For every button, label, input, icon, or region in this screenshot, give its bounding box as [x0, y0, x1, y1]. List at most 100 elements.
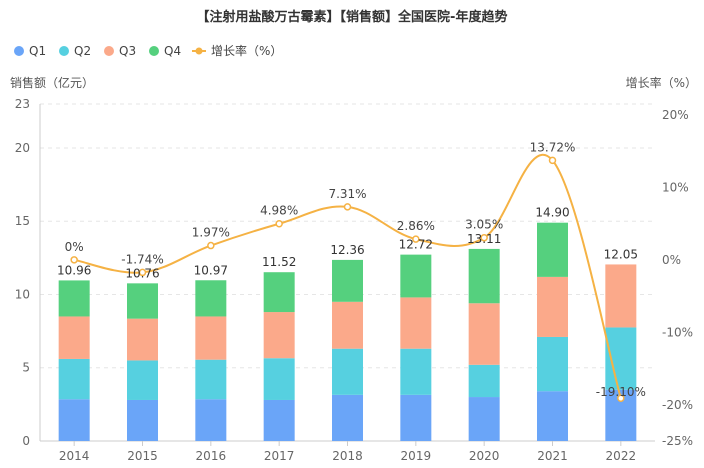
- bar-segment-q1: [263, 399, 295, 441]
- bar-layer: [58, 222, 637, 441]
- legend-item-q4[interactable]: Q4: [149, 44, 181, 58]
- bar-segment-q4: [468, 248, 500, 304]
- growth-rate-point: [617, 394, 625, 402]
- bar-segment-q1: [127, 399, 158, 441]
- chart-title: 【注射用盐酸万古霉素】【销售额】全国医院-年度趋势: [196, 10, 508, 25]
- growth-rate-label: 13.72%: [530, 140, 576, 154]
- bar-segment-q2: [537, 336, 568, 392]
- axis-layer: 0 5 10 15 20 23 20% 10% 0% -10% -20% -25% 销售额（亿元） 增长率…: [10, 75, 697, 463]
- x-tick-label: 2015: [127, 449, 158, 463]
- bar-segment-q3: [127, 318, 158, 361]
- growth-rate-point: [275, 219, 283, 228]
- legend-label: Q1: [29, 44, 46, 58]
- y-left-axis-title: 销售额（亿元）: [10, 75, 94, 90]
- bar-total-label: 14.90: [535, 206, 569, 220]
- legend-label: Q3: [119, 44, 136, 58]
- y-right-tick-label: 0%: [662, 253, 681, 267]
- bar-segment-q4: [195, 280, 227, 317]
- bar-segment-q4: [58, 280, 90, 317]
- y-right-axis-title: 增长率（%）: [626, 75, 697, 90]
- legend-label: Q4: [164, 44, 181, 58]
- y-left-tick-label: 0: [22, 434, 30, 448]
- bar-segment-q2: [195, 359, 227, 400]
- bar-segment-q1: [58, 399, 90, 441]
- bar-segment-q3: [468, 303, 500, 365]
- bar-total-label: 12.72: [399, 238, 433, 252]
- bar-segment-q3: [537, 276, 568, 337]
- label-layer: 10.96 10.76 10.97 11.52 12.36 12.72 13.11 14.90…: [57, 140, 646, 399]
- bar-total-label: 10.76: [125, 266, 159, 280]
- y-left-tick-label: 20: [15, 141, 30, 155]
- legend-label: 增长率（%）: [211, 43, 282, 58]
- legend-item-growth-rate[interactable]: 增长率（%）: [192, 43, 282, 58]
- growth-rate-point: [548, 156, 557, 165]
- growth-rate-point: [480, 233, 488, 242]
- bar-segment-q1: [468, 397, 500, 441]
- bar-segment-q3: [332, 301, 363, 349]
- growth-rate-point: [207, 241, 215, 250]
- x-tick-label: 2021: [537, 449, 568, 463]
- bar-segment-q3: [605, 264, 637, 328]
- bar-segment-q4: [127, 283, 158, 319]
- x-tick-label: 2017: [264, 449, 295, 463]
- y-left-tick-label: 5: [22, 361, 30, 375]
- growth-rate-label: 4.98%: [260, 204, 298, 218]
- bar-total-label: 12.05: [604, 247, 638, 261]
- growth-rate-label: -19.10%: [596, 385, 646, 399]
- legend[interactable]: Q1 Q2 Q3 Q4 增长率（%）: [14, 43, 282, 58]
- bar-total-label: 10.96: [57, 263, 91, 277]
- bar-segment-q1: [537, 391, 568, 441]
- growth-rate-label: 1.97%: [192, 226, 230, 240]
- legend-marker: [14, 46, 24, 56]
- bar-segment-q1: [195, 399, 227, 441]
- bar-total-label: 13.11: [467, 232, 501, 246]
- y-right-tick-label: 10%: [662, 180, 689, 194]
- y-left-tick-label: 10: [15, 287, 30, 301]
- growth-rate-label: 3.05%: [465, 218, 503, 232]
- bar-segment-q2: [400, 348, 432, 395]
- y-right-tick-label: -10%: [662, 325, 693, 339]
- y-left-tick-label: 15: [15, 214, 30, 228]
- bar-segment-q2: [58, 358, 90, 400]
- x-tick-label: 2019: [401, 449, 432, 463]
- x-tick-label: 2020: [469, 449, 500, 463]
- growth-rate-label: 7.31%: [328, 187, 366, 201]
- growth-rate-point: [138, 268, 147, 277]
- growth-rate-point: [70, 256, 78, 264]
- legend-item-q1[interactable]: Q1: [14, 44, 46, 58]
- legend-marker: [59, 46, 69, 56]
- bar-segment-q2: [605, 327, 637, 390]
- bar-segment-q2: [468, 364, 500, 398]
- bar-segment-q4: [332, 259, 363, 302]
- y-right-tick-label: -25%: [662, 434, 693, 448]
- x-tick-label: 2014: [59, 449, 90, 463]
- bar-segment-q4: [263, 272, 295, 313]
- legend-marker: [104, 46, 114, 56]
- growth-rate-point: [343, 203, 352, 211]
- growth-rate-label: 2.86%: [397, 219, 435, 233]
- legend-marker: [149, 46, 159, 56]
- bar-segment-q1: [332, 394, 363, 441]
- growth-rate-point: [412, 235, 420, 243]
- legend-item-q3[interactable]: Q3: [104, 44, 136, 58]
- bar-segment-q3: [195, 316, 227, 360]
- bar-total-label: 10.97: [194, 263, 228, 277]
- legend-marker: [195, 47, 203, 55]
- bar-segment-q4: [537, 222, 568, 277]
- bar-total-label: 11.52: [262, 255, 296, 269]
- bar-segment-q1: [400, 394, 432, 441]
- bar-segment-q3: [400, 297, 432, 349]
- bar-segment-q2: [127, 360, 158, 400]
- growth-rate-label: 0%: [65, 240, 84, 254]
- y-right-tick-label: -20%: [662, 398, 693, 412]
- bar-total-label: 12.36: [330, 243, 364, 257]
- line-layer: [70, 153, 625, 402]
- legend-label: Q2: [74, 44, 91, 58]
- bar-segment-q2: [332, 348, 363, 395]
- y-right-tick-label: 20%: [662, 108, 689, 122]
- x-tick-label: 2016: [196, 449, 227, 463]
- legend-item-q2[interactable]: Q2: [59, 44, 91, 58]
- bar-segment-q2: [263, 358, 295, 400]
- x-tick-label: 2022: [606, 449, 637, 463]
